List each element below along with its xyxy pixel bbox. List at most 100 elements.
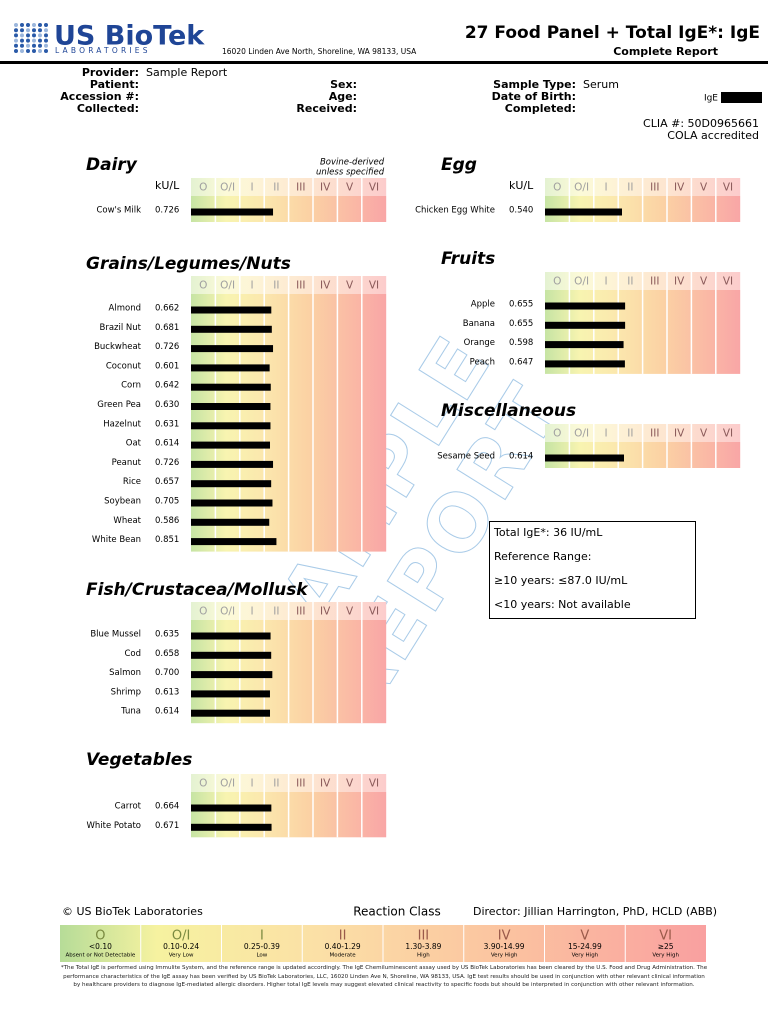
legend-class: I — [260, 929, 264, 944]
item-name: White Bean — [92, 535, 141, 545]
redaction — [721, 92, 762, 103]
item-name: Coconut — [106, 361, 142, 371]
item-value: 0.614 — [155, 707, 179, 717]
logo-dot — [32, 38, 36, 43]
legend-desc: High — [417, 953, 430, 959]
accreditation: COLA accredited — [667, 129, 759, 142]
logo-dot — [38, 28, 42, 33]
result-bar — [191, 345, 274, 353]
result-bar — [191, 460, 274, 468]
panel-note: Bovine-derived — [320, 158, 385, 168]
class-label: V — [700, 428, 708, 440]
result-bar — [545, 454, 625, 462]
result-bar — [545, 360, 625, 368]
item-name: Oat — [126, 439, 142, 449]
class-label: O — [199, 280, 207, 292]
logo-dot — [32, 28, 36, 33]
logo-dot — [20, 33, 24, 38]
item-value: 0.705 — [155, 497, 179, 507]
item-value: 0.657 — [155, 477, 179, 487]
address: 16020 Linden Ave North, Shoreline, WA 98… — [222, 47, 417, 56]
legend-class: II — [339, 929, 347, 944]
legend-range: ≥25 — [658, 942, 674, 951]
result-bar — [191, 325, 272, 333]
result-bar — [191, 364, 270, 372]
panel-title: Miscellaneous — [441, 401, 576, 421]
item-value: 0.655 — [509, 319, 533, 329]
legend-desc: Very High — [572, 953, 599, 959]
item-value: 0.851 — [155, 535, 179, 545]
class-label: I — [604, 182, 607, 194]
legend-range: 15-24.99 — [568, 942, 602, 951]
logo-dot — [26, 38, 30, 43]
item-name: Rice — [123, 477, 141, 487]
item-value: 0.726 — [155, 458, 179, 468]
result-bar — [191, 441, 271, 449]
logo-dot — [14, 38, 18, 43]
ige-tag: IgE — [704, 94, 718, 104]
logo-dot — [44, 43, 48, 48]
class-label: V — [346, 606, 354, 618]
result-bar — [191, 480, 272, 488]
field-label: Completed: — [505, 102, 576, 115]
result-bar — [545, 302, 626, 310]
class-label: I — [250, 778, 253, 790]
class-label: I — [250, 280, 253, 292]
field-value: Sample Report — [146, 66, 228, 79]
field-label: Provider: — [82, 66, 139, 79]
legend-class: V — [580, 929, 589, 944]
item-name: Carrot — [115, 802, 142, 812]
item-name: Green Pea — [97, 400, 141, 410]
item-value: 0.635 — [155, 630, 179, 640]
logo-dot — [44, 28, 48, 33]
logo-dot — [32, 43, 36, 48]
total-ige-box: Total IgE*: 36 IU/mL Reference Range: ≥10 … — [489, 521, 696, 619]
class-label: IV — [320, 280, 331, 292]
logo-dot — [26, 49, 30, 53]
item-name: Soybean — [104, 497, 141, 507]
item-value: 0.642 — [155, 381, 179, 391]
ige-line: ≥10 years: ≤87.0 IU/mL — [494, 574, 628, 587]
logo-dot — [20, 23, 24, 27]
class-label: VI — [369, 606, 379, 618]
result-bar — [191, 823, 272, 831]
class-label: V — [700, 276, 708, 288]
legend-desc: Very Low — [169, 953, 194, 959]
footnote: *The Total IgE is performed using Immuli… — [60, 965, 708, 989]
class-label: O — [199, 182, 207, 194]
item-name: Salmon — [109, 668, 141, 678]
logo-dot — [44, 49, 48, 53]
item-name: Brazil Nut — [100, 323, 142, 333]
item-name: Tuna — [120, 707, 141, 717]
result-bar — [191, 422, 271, 430]
item-value: 0.613 — [155, 687, 179, 697]
legend-desc: Very High — [652, 953, 679, 959]
class-label: III — [650, 182, 659, 194]
result-bar — [191, 690, 270, 698]
panel-title: Egg — [441, 155, 477, 175]
class-label: O/I — [574, 276, 589, 288]
class-label: II — [273, 280, 279, 292]
class-label: IV — [320, 778, 331, 790]
class-label: III — [650, 276, 659, 288]
logo-dot — [38, 38, 42, 43]
class-label: VI — [369, 778, 379, 790]
field-value: Serum — [583, 78, 619, 91]
result-bar — [545, 321, 626, 329]
item-value: 0.658 — [155, 649, 179, 659]
class-label: VI — [723, 428, 733, 440]
logo-dot — [14, 28, 18, 33]
class-label: O/I — [220, 606, 235, 618]
class-label: I — [250, 182, 253, 194]
logo-dot — [26, 23, 30, 27]
logo-name: US BioTek — [54, 21, 205, 52]
legend-range: 0.40-1.29 — [325, 942, 361, 951]
class-label: I — [250, 606, 253, 618]
report-title: 27 Food Panel + Total IgE*: IgE — [465, 23, 760, 43]
logo-dot — [38, 33, 42, 38]
class-label: II — [627, 428, 633, 440]
class-label: IV — [320, 182, 331, 194]
class-label: II — [273, 182, 279, 194]
panel-title: Vegetables — [86, 750, 192, 770]
item-value: 0.631 — [155, 419, 179, 429]
